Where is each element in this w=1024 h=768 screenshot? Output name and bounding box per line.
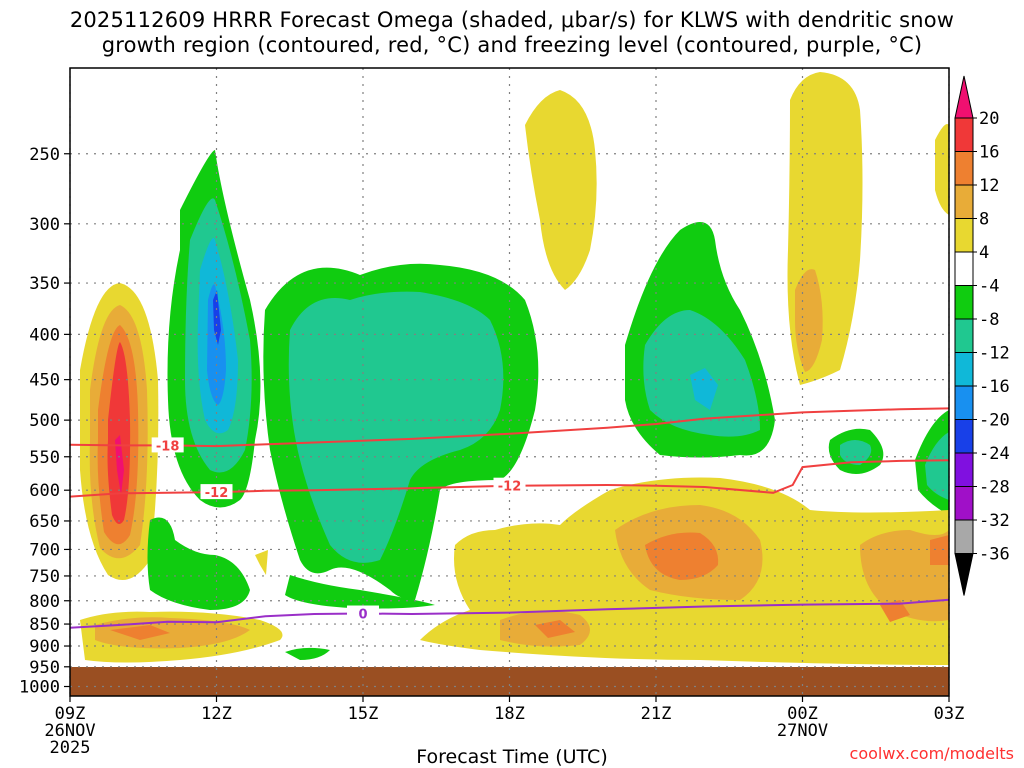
omega-area-12-f <box>930 535 949 565</box>
contour-label--12: -12 <box>498 480 522 495</box>
colorbar-label: 20 <box>979 109 999 129</box>
y-tick-label: 750 <box>29 567 60 587</box>
colorbar-segment <box>954 419 974 454</box>
omega-area-8-f2 <box>95 617 250 649</box>
y-tick-label: 450 <box>29 371 60 391</box>
colorbar-segment <box>954 486 974 521</box>
omega-area-16 <box>107 342 131 524</box>
axis-layer: 2503003504004505005506006507007508008509… <box>19 145 964 758</box>
colorbar-label: -16 <box>979 377 1010 397</box>
omega-area-neg8-c <box>288 291 504 563</box>
y-tick-label: 500 <box>29 411 60 431</box>
omega-area-12-f2 <box>110 625 170 640</box>
colorbar-segment <box>954 318 974 353</box>
chart-title: 2025112609 HRRR Forecast Omega (shaded, … <box>0 8 1024 58</box>
contour-label--18: -18 <box>156 439 180 454</box>
title-line-2: growth region (contoured, red, °C) and f… <box>101 33 923 57</box>
colorbar-label: -4 <box>979 277 999 297</box>
colorbar-label: -8 <box>979 310 999 330</box>
contour-label-bg <box>347 605 379 621</box>
colorbar-label: -24 <box>979 444 1010 464</box>
omega-area-neg8-g <box>925 432 949 500</box>
colorbar-top-arrow <box>954 75 974 119</box>
colorbar-segment <box>954 285 974 320</box>
omega-shading <box>70 72 949 696</box>
omega-area-20 <box>115 435 124 495</box>
omega-area-neg16-a <box>207 284 226 405</box>
omega-area-4-d <box>935 124 949 215</box>
colorbar-segment <box>954 352 974 387</box>
x-tick-label: 18Z <box>494 704 525 724</box>
contour-label-bg <box>200 484 233 500</box>
colorbar-label: -32 <box>979 511 1010 531</box>
omega-area-4-g <box>255 550 268 575</box>
y-tick-label: 550 <box>29 448 60 468</box>
credit-link[interactable]: coolwx.com/modelts <box>849 744 1014 763</box>
ground-layer <box>70 667 949 696</box>
y-tick-label: 800 <box>29 592 60 612</box>
x-tick-label: 00Z <box>787 704 818 724</box>
colorbar-segment <box>954 218 974 253</box>
y-tick-label: 1000 <box>19 678 60 698</box>
omega-area-4-b <box>525 90 597 290</box>
colorbar-segment <box>954 151 974 186</box>
y-tick-label: 400 <box>29 325 60 345</box>
x-tick-sublabel: 26NOV <box>44 721 95 741</box>
colorbar-segment <box>954 452 974 487</box>
omega-area-neg4-d <box>285 575 435 609</box>
contour-line--12 <box>70 459 949 498</box>
omega-area-12-e <box>645 532 719 580</box>
y-tick-label: 900 <box>29 637 60 657</box>
x-tick-label: 15Z <box>348 704 379 724</box>
omega-area-neg8-f <box>840 440 872 465</box>
colorbar-label: -12 <box>979 344 1010 364</box>
contour-label-bg <box>151 437 184 453</box>
y-tick-label: 350 <box>29 274 60 294</box>
omega-area-12-h <box>880 600 910 622</box>
y-tick-label: 600 <box>29 481 60 501</box>
colorbar-label: 8 <box>979 210 989 230</box>
omega-area-neg4-h <box>285 647 330 660</box>
omega-area-8-f <box>860 530 949 622</box>
x-tick-label: 12Z <box>201 704 232 724</box>
omega-area-8-c <box>795 269 823 372</box>
colorbar-segment <box>954 184 974 219</box>
contour-label--12: -12 <box>205 486 229 501</box>
contour-layer: -18 -12 -12 0 <box>70 407 949 629</box>
colorbar-label: -28 <box>979 478 1010 498</box>
y-tick-label: 700 <box>29 540 60 560</box>
contour-label-0: 0 <box>358 608 367 623</box>
y-tick-label: 300 <box>29 215 60 235</box>
x-tick-label: 09Z <box>55 704 86 724</box>
colorbar: 20 16 12 8 4 -4 -8 -12 -16 -20 -24 -28 -32 -36 <box>954 75 1010 596</box>
y-tick-label: 850 <box>29 615 60 635</box>
colorbar-label: 4 <box>979 243 989 263</box>
x-tick-sublabel: 27NOV <box>777 721 828 741</box>
colorbar-label: 16 <box>979 143 999 163</box>
x-tick-label: 21Z <box>641 704 672 724</box>
x-tick-sublabel: 2025 <box>50 738 91 758</box>
colorbar-segment <box>954 251 974 286</box>
omega-area-neg4-b <box>147 517 250 610</box>
x-axis-label: Forecast Time (UTC) <box>416 746 608 768</box>
x-tick-label: 03Z <box>934 704 965 724</box>
contour-label-bg <box>493 477 526 493</box>
colorbar-label: -20 <box>979 411 1010 431</box>
colorbar-bottom-arrow <box>954 553 974 596</box>
colorbar-segment <box>954 385 974 420</box>
colorbar-label: 12 <box>979 176 999 196</box>
y-tick-label: 250 <box>29 145 60 165</box>
colorbar-label: -36 <box>979 545 1010 565</box>
plot-frame <box>69 67 950 697</box>
colorbar-segment <box>954 117 974 152</box>
y-tick-label: 650 <box>29 512 60 532</box>
omega-area-neg12-e <box>690 368 718 410</box>
y-tick-label: 950 <box>29 658 60 678</box>
omega-area-12-g <box>535 620 575 638</box>
colorbar-segment <box>954 519 974 554</box>
title-line-1: 2025112609 HRRR Forecast Omega (shaded, … <box>69 8 955 32</box>
contour-line-0 <box>70 598 949 629</box>
